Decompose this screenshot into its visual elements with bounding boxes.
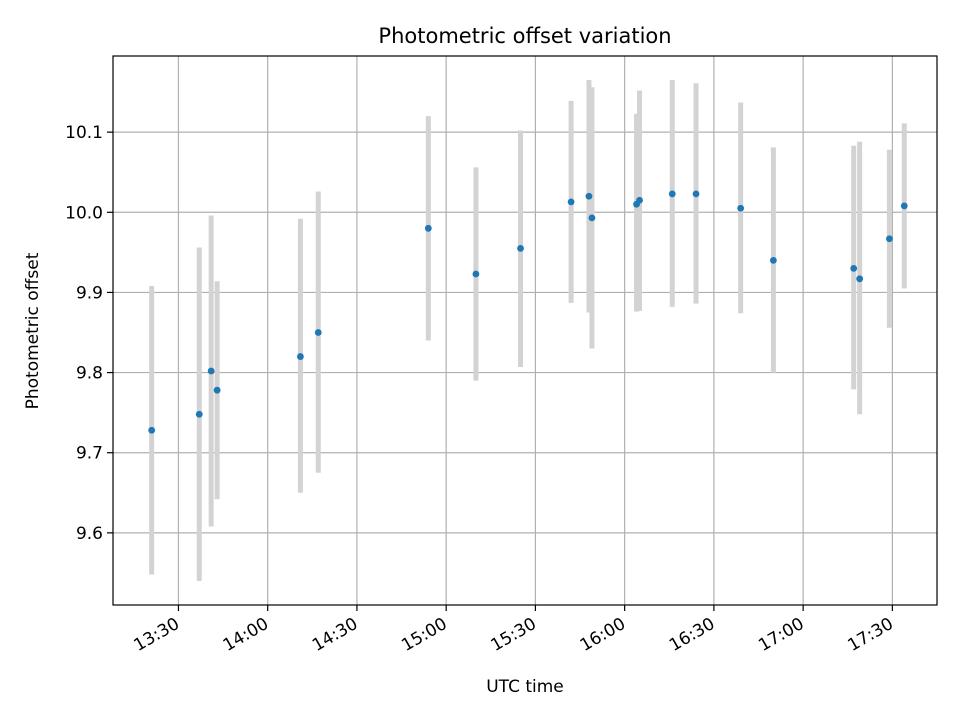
y-tick-label: 10.1 (65, 123, 103, 143)
data-point (737, 204, 745, 212)
data-point (297, 353, 304, 360)
y-axis: 9.6 9.7 9.8 9.9 10.0 10.1 (65, 123, 113, 544)
data-point (567, 198, 575, 206)
data-point (424, 224, 432, 232)
data-point (886, 235, 893, 243)
data-point (314, 329, 322, 336)
data-point (207, 367, 215, 375)
data-point (213, 386, 221, 394)
y-tick-label: 9.6 (76, 524, 103, 544)
y-tick-label: 9.9 (76, 283, 103, 303)
data-point (850, 264, 858, 272)
data-point (856, 275, 864, 283)
data-point (148, 426, 156, 434)
y-axis-label: Photometric offset (23, 252, 43, 409)
y-tick-label: 10.0 (65, 203, 103, 223)
data-point (585, 192, 593, 200)
data-points (148, 190, 908, 434)
chart-title: Photometric offset variation (378, 24, 671, 48)
y-tick-label: 9.7 (76, 444, 103, 464)
data-point (517, 244, 524, 252)
y-tick-label: 9.8 (76, 364, 103, 384)
data-point (472, 270, 480, 278)
data-point (900, 202, 908, 210)
grid (113, 56, 937, 605)
data-point (588, 214, 596, 222)
plot-frame (112, 55, 938, 606)
data-point (769, 256, 777, 264)
data-point (195, 410, 203, 418)
x-axis-label: UTC time (486, 677, 564, 697)
data-point (636, 196, 643, 204)
data-point (692, 190, 700, 198)
data-point (668, 190, 676, 198)
